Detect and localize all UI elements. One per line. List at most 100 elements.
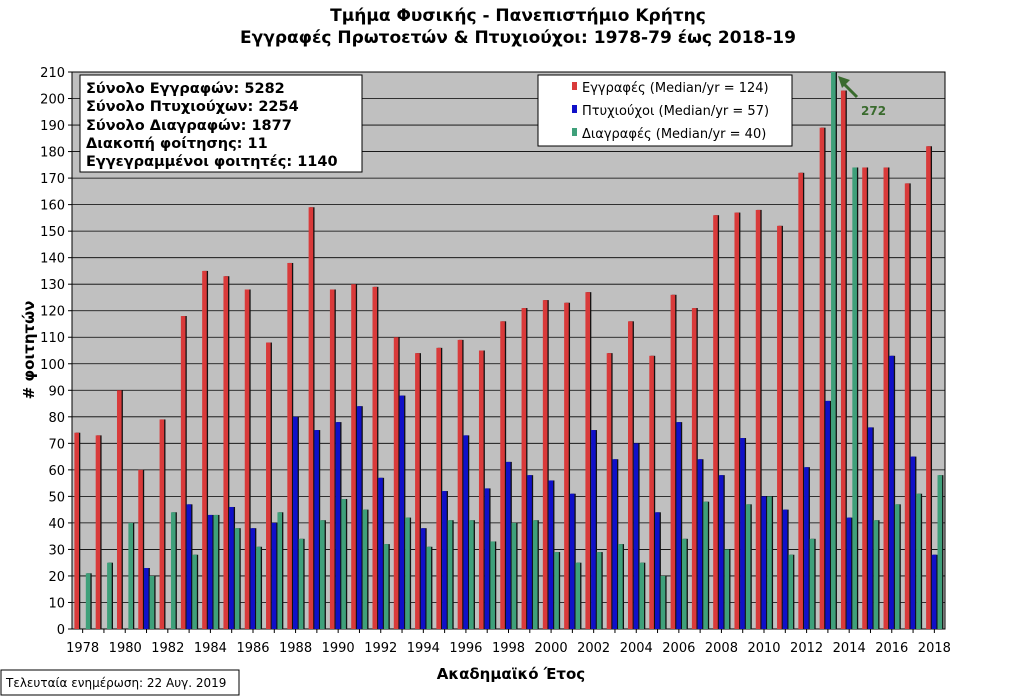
bar-Πτυχιούχοι-2012	[804, 467, 809, 629]
bar-Διαγραφές-1994	[426, 546, 432, 629]
y-tick-label: 100	[40, 358, 65, 373]
bar-Διαγραφές-1990	[341, 499, 346, 629]
bar-Εγγραφές-1999	[521, 308, 527, 629]
bar-Πτυχιούχοι-2004	[633, 443, 639, 629]
x-tick-label: 2018	[918, 641, 951, 656]
bar-Εγγραφές-1979	[95, 435, 101, 629]
y-tick-label: 80	[48, 411, 65, 426]
offscale-annotation: 272	[838, 76, 886, 118]
bar-Πτυχιούχοι-2016	[889, 355, 894, 629]
bar-Διαγραφές-1984	[213, 514, 219, 629]
bar-Εγγραφές-2017	[904, 183, 910, 629]
bar-Διαγραφές-1980	[128, 522, 133, 629]
bar-Διαγραφές-2012	[809, 538, 815, 629]
x-tick-label: 1980	[109, 641, 142, 656]
y-tick-label: 200	[40, 93, 65, 108]
bar-Πτυχιούχοι-1985	[229, 506, 234, 629]
bar-Εγγραφές-1978	[74, 432, 79, 629]
summary-box: Σύνολο Εγγραφών: 5282 Σύνολο Πτυχιούχων:…	[79, 74, 363, 173]
summary-graduates: Σύνολο Πτυχιούχων: 2254	[86, 99, 299, 115]
bar-Διαγραφές-2001	[575, 562, 581, 629]
bar-Πτυχιούχοι-1994	[420, 528, 426, 629]
bars	[74, 72, 944, 630]
bar-Διαγραφές-2006	[681, 538, 687, 629]
bar-Εγγραφές-2006	[670, 294, 676, 629]
annotation-arrow-head	[838, 76, 850, 88]
bar-Πτυχιούχοι-1992	[378, 477, 383, 629]
bar-Πτυχιούχοι-2003	[612, 459, 618, 629]
x-axis-label: Ακαδημαϊκό Έτος	[437, 665, 585, 683]
bar-Διαγραφές-1992	[383, 544, 389, 629]
y-tick-label: 210	[40, 66, 65, 81]
x-tick-label: 1988	[279, 641, 312, 656]
bar-Εγγραφές-1986	[244, 289, 250, 629]
bar-Πτυχιούχοι-1990	[335, 422, 341, 629]
bar-Διαγραφές-1983	[192, 554, 197, 629]
x-tick-label: 1998	[492, 641, 525, 656]
bar-Εγγραφές-2016	[883, 167, 889, 629]
bar-Εγγραφές-1993	[393, 337, 399, 629]
annotation-label: 272	[861, 104, 886, 118]
legend-enrollments: Εγγραφές (Median/yr = 124)	[582, 81, 769, 96]
bar-Πτυχιούχοι-1999	[527, 475, 532, 629]
bar-Εγγραφές-2011	[777, 225, 782, 630]
bar-Πτυχιούχοι-2006	[676, 422, 681, 629]
bar-Διαγραφές-1997	[490, 541, 495, 629]
bar-Διαγραφές-1991	[362, 509, 368, 629]
x-tick-label: 2008	[705, 641, 738, 656]
bar-Διαγραφές-1986	[256, 546, 261, 629]
y-tick-label: 160	[40, 199, 65, 214]
y-tick-label: 20	[48, 570, 65, 585]
legend: Εγγραφές (Median/yr = 124) Πτυχιούχοι (M…	[537, 74, 793, 147]
bar-Εγγραφές-2000	[542, 300, 548, 629]
bar-Πτυχιούχοι-2000	[548, 480, 554, 629]
y-tick-label: 180	[40, 146, 65, 161]
y-tick-label: 0	[57, 623, 65, 638]
y-tick-label: 70	[48, 437, 65, 452]
y-tick-label: 10	[48, 596, 65, 611]
y-tick-label: 60	[48, 464, 65, 479]
bar-Πτυχιούχοι-2018	[931, 554, 937, 629]
y-tick-label: 190	[40, 119, 65, 134]
x-tick-label: 1992	[364, 641, 397, 656]
bar-Εγγραφές-2005	[649, 355, 654, 629]
bar-Εγγραφές-1996	[457, 339, 463, 629]
x-tick-label: 2002	[577, 641, 610, 656]
bar-Πτυχιούχοι-1995	[442, 491, 447, 629]
bar-Πτυχιούχοι-1998	[505, 461, 511, 629]
bar-Διαγραφές-1989	[320, 520, 325, 629]
y-tick-label: 170	[40, 172, 65, 187]
bar-Διαγραφές-1998	[511, 522, 517, 629]
legend-deletions: Διαγραφές (Median/yr = 40)	[582, 127, 766, 142]
bar-Διαγραφές-1979	[107, 562, 112, 629]
bar-Πτυχιούχοι-1984	[207, 514, 213, 629]
x-tick-label: 2000	[535, 641, 568, 656]
bar-Εγγραφές-2015	[862, 167, 867, 629]
bar-Διαγραφές-2007	[703, 501, 708, 629]
chart-subtitle: Εγγραφές Πρωτοετών & Πτυχιούχοι: 1978-79…	[240, 28, 796, 48]
bar-Διαγραφές-1981	[149, 575, 155, 629]
footer: Τελευταία ενημέρωση: 22 Αυγ. 2019	[0, 669, 240, 696]
bar-Πτυχιούχοι-1996	[463, 435, 468, 629]
last-updated: Τελευταία ενημέρωση: 22 Αυγ. 2019	[5, 676, 226, 690]
bar-Πτυχιούχοι-2010	[761, 496, 767, 629]
bar-Διαγραφές-2002	[596, 552, 602, 629]
y-tick-label: 140	[40, 252, 65, 267]
bar-Εγγραφές-1995	[436, 347, 441, 629]
bar-Πτυχιούχοι-1989	[314, 430, 319, 629]
x-tick-label: 1996	[449, 641, 482, 656]
bar-Διαγραφές-1993	[405, 517, 410, 629]
bar-Διαγραφές-2014	[852, 167, 857, 629]
bar-Εγγραφές-1998	[500, 321, 505, 629]
bar-Εγγραφές-2010	[755, 209, 761, 629]
legend-swatch-enrollments	[572, 82, 577, 90]
y-tick-label: 150	[40, 225, 65, 240]
bar-Εγγραφές-2013	[819, 127, 825, 629]
bar-Εγγραφές-1991	[351, 284, 356, 629]
bar-Εγγραφές-1983	[180, 316, 186, 629]
bar-Πτυχιούχοι-1986	[250, 528, 256, 629]
bar-Πτυχιούχοι-1993	[399, 395, 405, 629]
bar-Διαγραφές-1988	[298, 538, 304, 629]
x-tick-label: 1986	[236, 641, 269, 656]
bar-Διαγραφές-2008	[724, 549, 730, 629]
